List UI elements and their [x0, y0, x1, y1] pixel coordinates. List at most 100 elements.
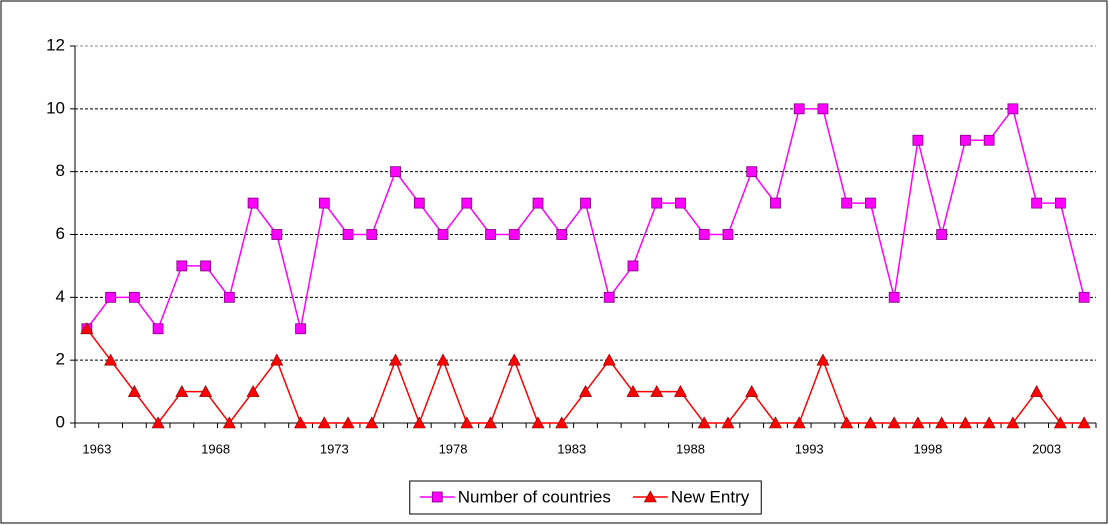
- data-point: [840, 416, 854, 429]
- data-point: [627, 260, 639, 272]
- data-point: [1054, 197, 1066, 209]
- data-point: [318, 197, 330, 209]
- data-point: [366, 229, 378, 240]
- data-point: [127, 384, 141, 397]
- data-point: [270, 353, 284, 366]
- data-point: [295, 323, 306, 335]
- data-point: [697, 416, 711, 429]
- data-point: [673, 384, 687, 397]
- y-tick-label: 0: [56, 412, 65, 431]
- data-point: [863, 416, 877, 429]
- data-point: [223, 291, 235, 303]
- data-point: [865, 197, 876, 209]
- data-point: [888, 291, 900, 303]
- data-point: [152, 323, 164, 335]
- data-point: [651, 197, 663, 209]
- data-point: [317, 416, 331, 429]
- data-point: [698, 229, 710, 240]
- data-point: [983, 134, 995, 146]
- data-point: [412, 416, 426, 429]
- data-point: [911, 416, 925, 429]
- data-point: [958, 416, 972, 429]
- x-tick-label: 1978: [439, 441, 468, 456]
- data-point: [1006, 416, 1020, 429]
- legend-marker: [431, 491, 443, 503]
- data-point: [555, 416, 569, 429]
- x-tick-label: 1983: [557, 441, 586, 456]
- data-point: [531, 416, 545, 429]
- data-point: [175, 384, 189, 397]
- y-tick-label: 2: [56, 350, 65, 369]
- data-point: [770, 197, 781, 209]
- data-point: [982, 416, 996, 429]
- data-point: [768, 416, 782, 429]
- data-point: [626, 384, 640, 397]
- data-point: [460, 416, 474, 429]
- data-point: [246, 384, 260, 397]
- data-point: [793, 103, 805, 115]
- data-point: [650, 384, 664, 397]
- data-point: [722, 229, 734, 240]
- data-point: [105, 291, 117, 303]
- data-point: [841, 197, 853, 209]
- y-tick-label: 8: [56, 161, 65, 180]
- data-point: [792, 416, 806, 429]
- data-point: [200, 260, 211, 272]
- x-tick-label: 1998: [913, 441, 942, 456]
- x-tick-label: 1973: [320, 441, 349, 456]
- data-point: [508, 229, 520, 240]
- data-point: [602, 353, 616, 366]
- x-tick-label: 1963: [82, 441, 111, 456]
- y-tick-label: 10: [46, 98, 65, 117]
- data-point: [199, 384, 213, 397]
- data-point: [104, 353, 118, 366]
- legend-item: Number of countries: [419, 487, 611, 506]
- data-point: [437, 229, 449, 240]
- data-point: [222, 416, 236, 429]
- data-point: [532, 197, 544, 209]
- data-point: [128, 291, 140, 303]
- data-point: [580, 197, 591, 209]
- data-point: [413, 197, 425, 209]
- data-point: [721, 416, 735, 429]
- data-point: [507, 353, 521, 366]
- data-point: [271, 229, 283, 240]
- data-point: [176, 260, 188, 272]
- data-point: [578, 384, 593, 397]
- data-point: [1031, 197, 1043, 209]
- data-point: [151, 416, 165, 429]
- x-tick-label: 1993: [795, 441, 824, 456]
- data-point: [745, 384, 759, 397]
- data-point: [817, 103, 829, 115]
- data-point: [294, 416, 308, 429]
- data-point: [603, 291, 615, 303]
- data-point: [1007, 103, 1019, 115]
- data-point: [1078, 291, 1090, 303]
- y-tick-label: 12: [46, 35, 65, 54]
- data-point: [887, 416, 901, 429]
- y-tick-label: 4: [56, 287, 65, 306]
- legend-label: New Entry: [671, 487, 750, 506]
- data-point: [342, 229, 354, 240]
- data-point: [1053, 416, 1067, 429]
- data-point: [1030, 384, 1044, 397]
- data-point: [247, 197, 259, 209]
- y-tick-label: 6: [56, 224, 65, 243]
- data-point: [461, 197, 473, 209]
- legend-box: [409, 480, 762, 515]
- data-point: [912, 134, 924, 146]
- data-point: [365, 416, 379, 429]
- legend: Number of countries New Entry: [409, 480, 762, 515]
- data-point: [80, 322, 94, 335]
- data-point: [935, 416, 949, 429]
- data-point: [960, 134, 971, 146]
- data-point: [389, 353, 403, 366]
- data-point: [1077, 416, 1091, 429]
- x-tick-label: 1968: [201, 441, 230, 456]
- data-point: [816, 353, 830, 366]
- data-point: [936, 229, 948, 240]
- legend-item: New Entry: [632, 487, 750, 506]
- data-point: [675, 197, 686, 209]
